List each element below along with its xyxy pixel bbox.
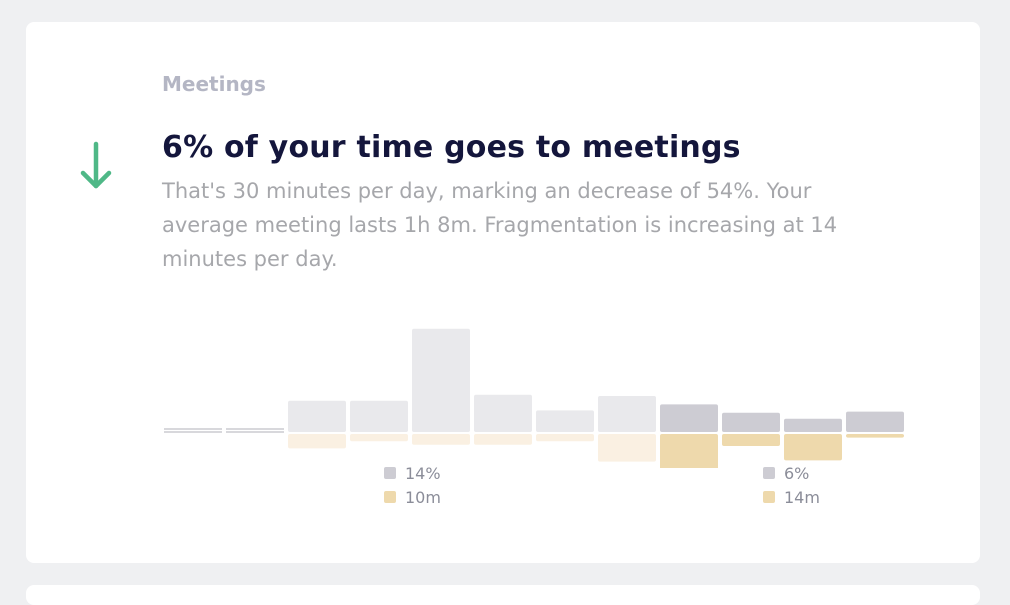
legend-current: 6% 14m bbox=[763, 461, 820, 509]
meeting-time-bar bbox=[722, 412, 780, 432]
meeting-time-bar bbox=[784, 418, 842, 432]
legend-swatch-fragmentation bbox=[384, 491, 396, 503]
meeting-time-bar bbox=[474, 394, 532, 432]
summary-text: That's 30 minutes per day, marking an de… bbox=[162, 179, 838, 271]
legend-swatch-time bbox=[763, 467, 775, 479]
fragmentation-bar bbox=[474, 434, 532, 445]
fragmentation-bar bbox=[288, 434, 346, 449]
meeting-time-bar bbox=[288, 400, 346, 432]
meetings-card: Meetings 6% of your time goes to meeting… bbox=[26, 22, 980, 563]
legend-time-value: 14% bbox=[405, 463, 441, 483]
page-title: 6% of your time goes to meetings bbox=[162, 130, 741, 165]
next-card bbox=[26, 585, 980, 605]
fragmentation-bar bbox=[536, 434, 594, 442]
legend-frag-value: 14m bbox=[784, 487, 820, 507]
legend-frag-value: 10m bbox=[405, 487, 441, 507]
meeting-time-bar bbox=[660, 404, 718, 432]
legend-swatch-time bbox=[384, 467, 396, 479]
fragmentation-bar bbox=[598, 434, 656, 462]
empty-period-marker bbox=[226, 431, 284, 433]
fragmentation-bar bbox=[722, 434, 780, 446]
empty-period-marker bbox=[164, 428, 222, 430]
legend-time-value: 6% bbox=[784, 463, 810, 483]
meeting-time-bar bbox=[536, 410, 594, 432]
section-label: Meetings bbox=[162, 72, 266, 96]
legend-previous: 14% 10m bbox=[384, 461, 441, 509]
meeting-time-bar bbox=[350, 400, 408, 432]
empty-period-marker bbox=[226, 428, 284, 430]
meeting-time-bar bbox=[412, 328, 470, 432]
meeting-time-bar bbox=[846, 411, 904, 432]
fragmentation-bar bbox=[412, 434, 470, 445]
arrow-down-icon bbox=[80, 141, 112, 189]
empty-period-marker bbox=[164, 431, 222, 433]
legend-swatch-fragmentation bbox=[763, 491, 775, 503]
meetings-chart bbox=[164, 328, 904, 468]
fragmentation-bar bbox=[350, 434, 408, 442]
fragmentation-bar bbox=[660, 434, 718, 468]
fragmentation-bar bbox=[846, 434, 904, 438]
meeting-time-bar bbox=[598, 396, 656, 432]
fragmentation-bar bbox=[784, 434, 842, 461]
